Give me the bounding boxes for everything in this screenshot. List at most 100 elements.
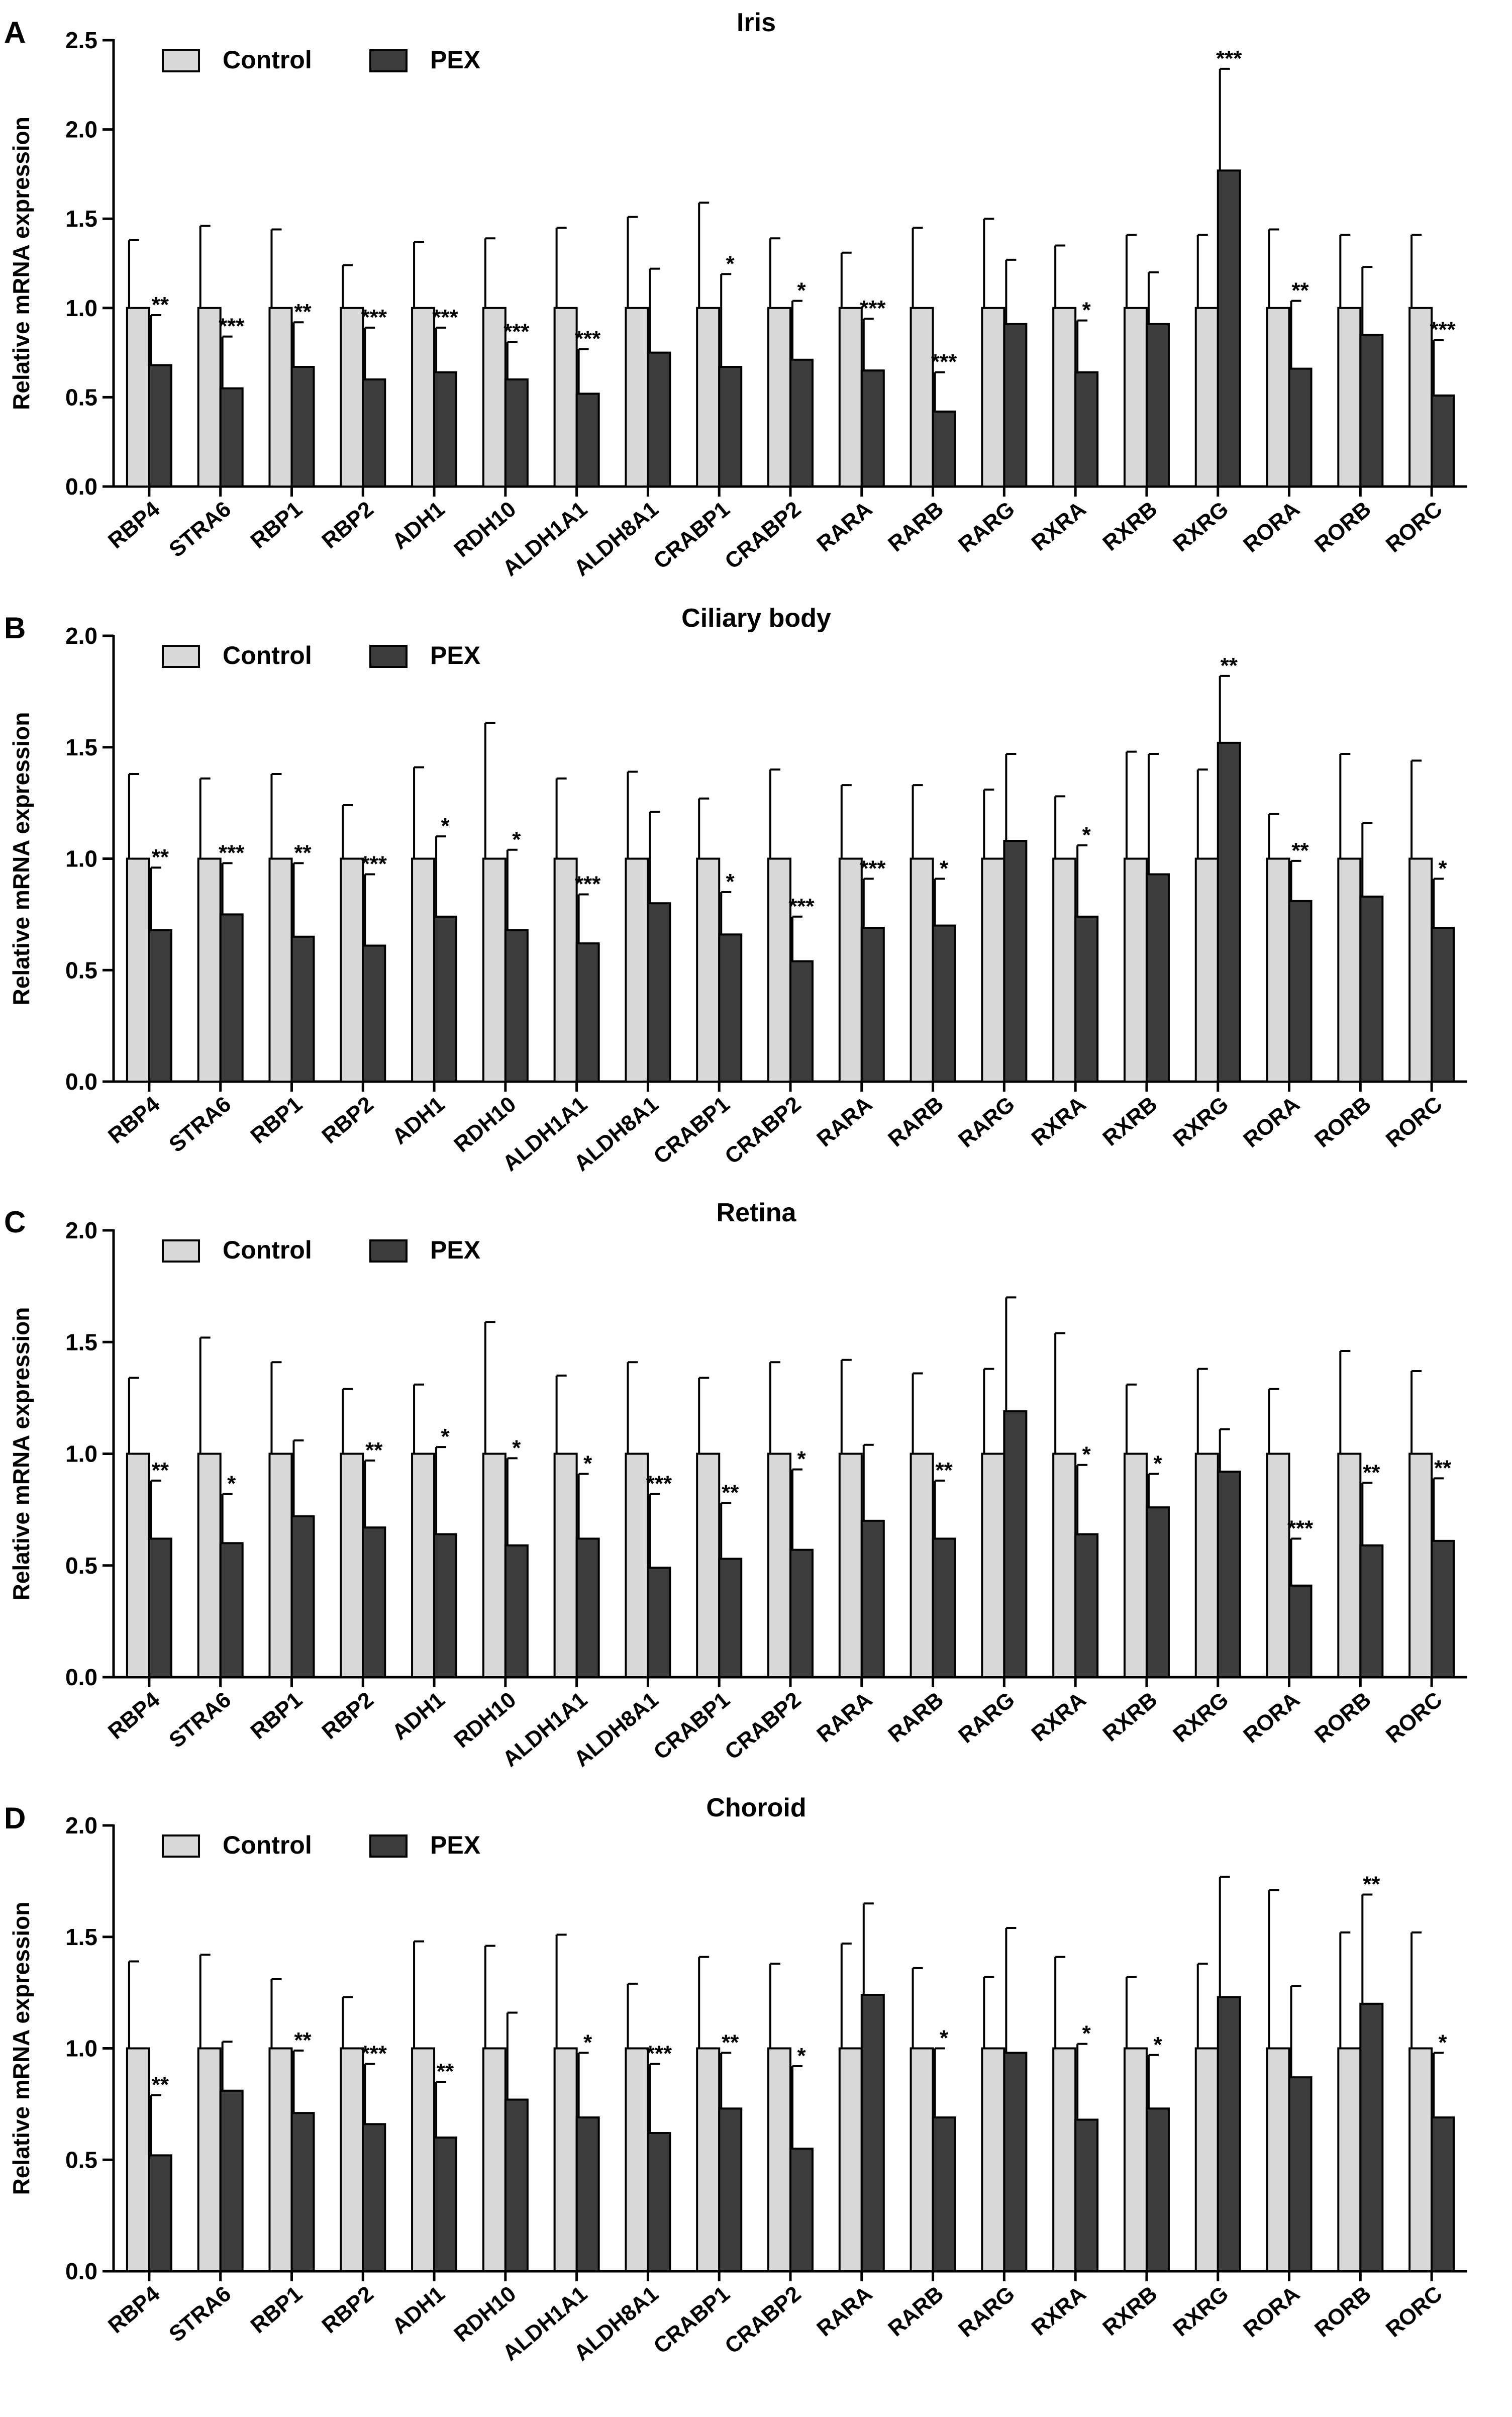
x-tick-label: RARA xyxy=(812,2281,877,2341)
bar-control-rarb xyxy=(910,2047,934,2272)
x-tick-label: CRABP2 xyxy=(720,497,805,574)
bar-pex-crabp1 xyxy=(718,366,743,488)
x-tick-label: RBP4 xyxy=(104,2281,165,2338)
bar-pex-rbp2 xyxy=(362,2123,386,2273)
bar-control-rxra xyxy=(1052,857,1077,1083)
significance-marker: * xyxy=(940,856,949,881)
bar-control-rxra xyxy=(1052,307,1077,488)
significance-marker: *** xyxy=(361,305,387,330)
y-axis-label: Relative mRNA expression xyxy=(8,1902,34,2195)
x-tick-label: RXRA xyxy=(1027,2281,1091,2341)
bar-control-rbp2 xyxy=(340,2047,364,2272)
x-tick-label: RORA xyxy=(1239,497,1304,557)
significance-marker: *** xyxy=(219,840,245,865)
x-tick-label: RORB xyxy=(1310,1687,1376,1748)
significance-marker: *** xyxy=(575,872,601,896)
x-tick-label: RXRA xyxy=(1027,497,1091,556)
bar-pex-rbp1 xyxy=(290,366,315,488)
legend-label-control: Control xyxy=(223,641,312,669)
significance-marker: * xyxy=(1439,2030,1448,2055)
significance-marker: * xyxy=(797,2044,806,2068)
bar-pex-rara xyxy=(860,1519,885,1679)
x-tick-label: STRA6 xyxy=(164,497,236,562)
x-tick-label: RBP1 xyxy=(246,497,307,553)
bar-pex-rorc xyxy=(1431,926,1455,1083)
bar-pex-rbp4 xyxy=(148,929,172,1083)
bar-pex-crabp2 xyxy=(789,358,814,488)
significance-marker: ** xyxy=(722,1480,739,1505)
significance-marker: * xyxy=(1082,823,1091,847)
significance-marker: *** xyxy=(432,305,458,330)
y-axis-label: Relative mRNA expression xyxy=(8,1307,34,1601)
bar-pex-crabp1 xyxy=(718,1558,743,1679)
significance-marker: *** xyxy=(646,2042,672,2066)
y-tick-label: 1.0 xyxy=(65,846,97,872)
legend-swatch-control xyxy=(162,49,200,72)
y-tick-label: 1.5 xyxy=(65,734,97,760)
bar-pex-rora xyxy=(1288,900,1313,1083)
significance-marker: ** xyxy=(1434,1456,1452,1480)
bar-pex-aldh8a1 xyxy=(647,902,671,1083)
legend-label-pex: PEX xyxy=(430,1831,480,1859)
y-tick-label: 2.0 xyxy=(65,623,97,649)
significance-marker: *** xyxy=(646,1472,672,1496)
legend-swatch-pex xyxy=(369,645,408,668)
legend-swatch-control xyxy=(162,645,200,668)
x-tick-label: RARB xyxy=(883,1687,948,1747)
significance-marker: * xyxy=(1153,2033,1162,2057)
bar-pex-rxrg xyxy=(1217,1996,1241,2273)
bar-pex-rbp2 xyxy=(362,1526,386,1679)
x-tick-label: RBP1 xyxy=(246,2281,307,2338)
bar-pex-aldh8a1 xyxy=(647,351,671,488)
bar-pex-rorc xyxy=(1431,1539,1455,1678)
x-tick-label: RBP4 xyxy=(104,1687,165,1744)
bar-control-rbp2 xyxy=(340,1453,364,1678)
bar-control-crabp1 xyxy=(696,2047,721,2272)
bar-pex-rbp1 xyxy=(290,1515,315,1678)
legend-swatch-pex xyxy=(369,49,408,72)
legend-label-pex: PEX xyxy=(430,641,480,669)
x-tick-label: CRABP1 xyxy=(649,1092,735,1169)
bar-control-rarg xyxy=(981,857,1005,1083)
x-tick-label: RXRA xyxy=(1027,1687,1091,1747)
bar-pex-rarg xyxy=(1003,840,1028,1083)
bar-pex-rbp4 xyxy=(148,364,172,488)
y-tick-label: 1.0 xyxy=(65,295,97,321)
bar-control-rorc xyxy=(1408,857,1433,1083)
bar-pex-rxra xyxy=(1074,371,1099,488)
x-tick-label: RBP2 xyxy=(317,1092,378,1148)
bar-control-crabp1 xyxy=(696,857,721,1083)
significance-marker: * xyxy=(940,2026,949,2051)
bar-pex-stra6 xyxy=(219,387,244,488)
y-tick-label: 0.5 xyxy=(65,384,97,410)
x-tick-label: RBP2 xyxy=(317,2281,378,2338)
significance-marker: ** xyxy=(722,2030,739,2055)
bar-control-rarb xyxy=(910,307,934,488)
bar-control-rbp1 xyxy=(268,2047,293,2272)
significance-marker: ** xyxy=(437,2059,454,2084)
bar-control-rbp1 xyxy=(268,1453,293,1678)
chart-panel-a: A Iris Relative mRNA expression 0.0 0.5 1.0 1.… xyxy=(4,8,1467,581)
significance-marker: ** xyxy=(152,1458,169,1483)
bar-control-adh1 xyxy=(411,857,436,1083)
significance-marker: ** xyxy=(152,845,169,869)
bar-pex-aldh8a1 xyxy=(647,2132,671,2272)
significance-marker: *** xyxy=(1430,318,1456,342)
y-axis-label: Relative mRNA expression xyxy=(8,117,34,410)
x-tick-label: RXRB xyxy=(1098,1092,1162,1151)
bar-pex-rxrg xyxy=(1217,169,1241,488)
bar-control-rxrb xyxy=(1123,857,1148,1083)
bar-pex-rxrb xyxy=(1145,1506,1170,1678)
bar-pex-aldh1a1 xyxy=(575,1537,600,1678)
x-tick-label: RARB xyxy=(883,497,948,556)
bar-pex-rxrb xyxy=(1145,2107,1170,2273)
bar-pex-rdh10 xyxy=(504,2098,529,2272)
bar-pex-rora xyxy=(1288,2076,1313,2272)
y-tick-label: 1.0 xyxy=(65,2036,97,2062)
y-tick-label: 0.0 xyxy=(65,473,97,500)
x-tick-label: RXRB xyxy=(1098,497,1162,556)
bar-control-rorb xyxy=(1337,2047,1362,2272)
y-tick-label: 0.5 xyxy=(65,2147,97,2173)
y-tick-label: 0.5 xyxy=(65,957,97,983)
chart-title: Iris xyxy=(737,8,776,37)
